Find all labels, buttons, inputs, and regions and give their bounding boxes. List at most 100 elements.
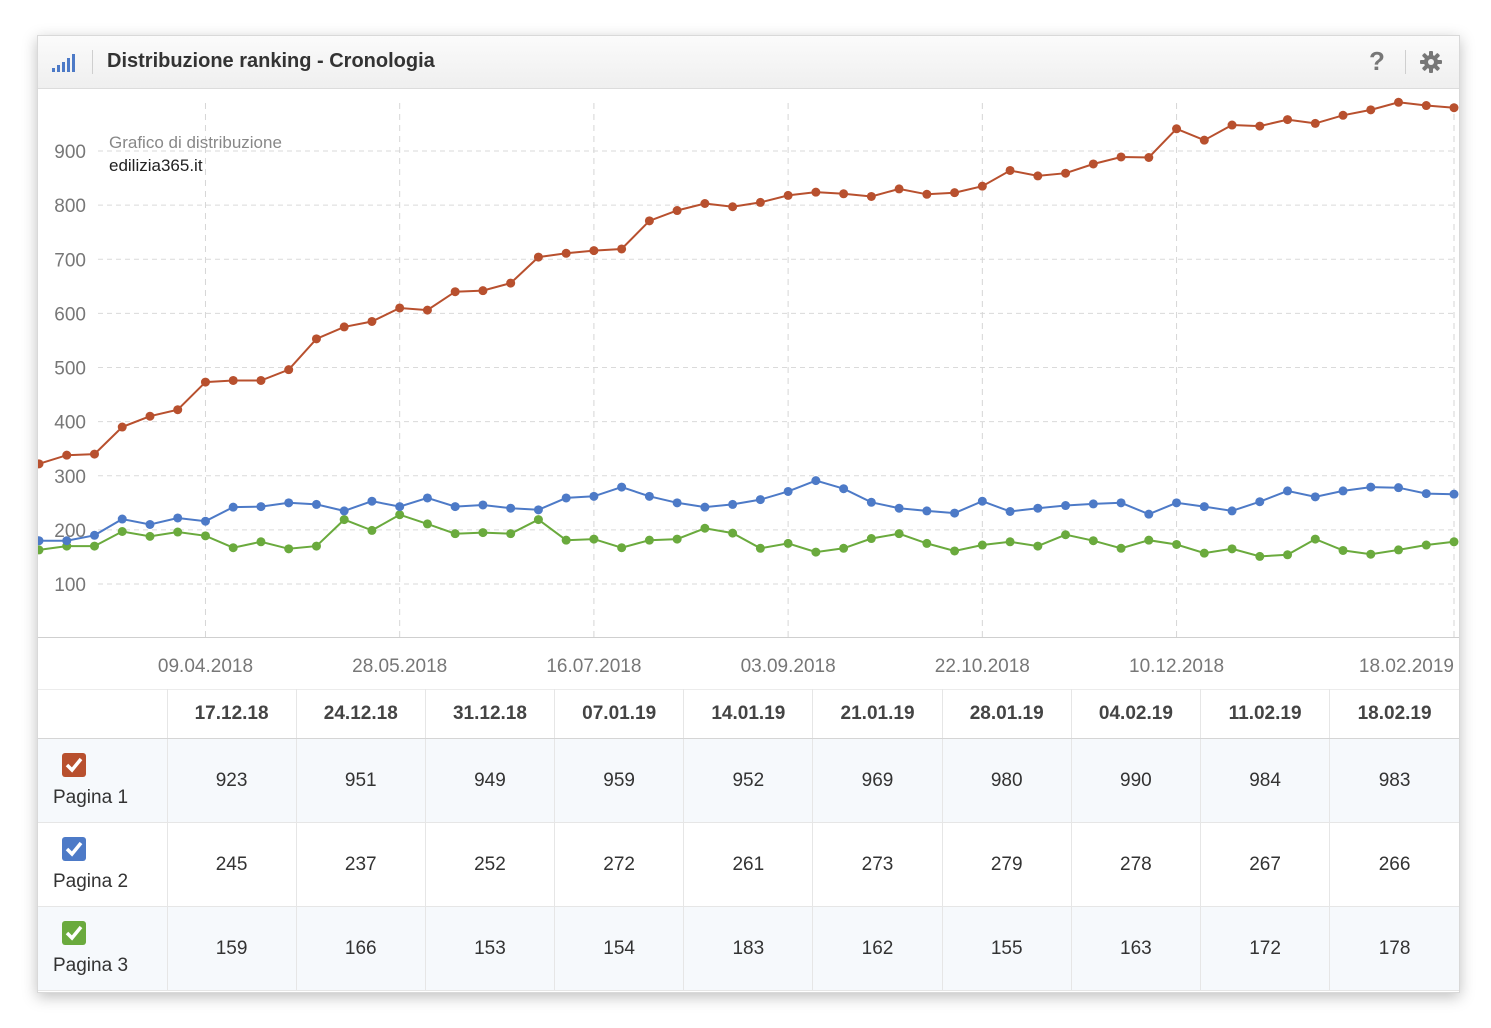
data-point (1421, 489, 1431, 499)
data-point (1116, 498, 1126, 508)
data-point (256, 502, 266, 512)
data-point (1172, 498, 1182, 508)
table-cell: 245 (167, 822, 297, 907)
checkbox-pagina-3[interactable] (62, 921, 86, 945)
ranking-chart: 100 200 300 400 500 600 700 800 900 09.04.2018 28.… (38, 89, 1459, 689)
data-point (284, 544, 294, 554)
table-cell: 279 (942, 822, 1072, 907)
widget-header: Distribuzione ranking - Cronologia ? (38, 36, 1459, 89)
data-point (89, 449, 99, 459)
bar-signal-icon (52, 54, 75, 72)
data-point (533, 252, 543, 262)
data-point (617, 244, 627, 254)
row-label: Pagina 1 (53, 787, 129, 808)
data-point (589, 491, 599, 501)
checkbox-pagina-1[interactable] (62, 753, 86, 777)
y-tick-label: 500 (54, 359, 86, 380)
data-point (117, 422, 127, 432)
data-point (200, 531, 210, 541)
table-cell: 261 (683, 822, 814, 907)
data-point (506, 529, 516, 539)
table-cell: 273 (812, 822, 943, 907)
data-point (755, 495, 765, 505)
table-cell: 237 (296, 822, 426, 907)
data-point (672, 498, 682, 508)
y-tick-label: 800 (54, 196, 86, 217)
data-point (339, 322, 349, 332)
data-point (839, 484, 849, 494)
table-header-date: 21.01.19 (812, 689, 943, 739)
data-point (200, 516, 210, 526)
table-header-row: 17.12.18 24.12.18 31.12.18 07.01.19 14.0… (38, 689, 1459, 739)
table-cell: 153 (425, 906, 556, 991)
data-point (755, 543, 765, 553)
data-point (450, 287, 460, 297)
data-point (1394, 97, 1404, 107)
data-point (1366, 482, 1376, 492)
data-point (811, 476, 821, 486)
data-point (1338, 110, 1348, 120)
data-point (1088, 499, 1098, 509)
data-point (811, 187, 821, 197)
data-point (1421, 101, 1431, 111)
table-cell: 155 (942, 906, 1072, 991)
checkmark-icon (65, 925, 83, 941)
row-label: Pagina 2 (53, 871, 129, 892)
data-point (339, 506, 349, 516)
row-label: Pagina 3 (53, 955, 129, 976)
checkmark-icon (65, 757, 83, 773)
data-point (1172, 124, 1182, 134)
y-tick-label: 400 (54, 413, 86, 434)
data-point (1144, 509, 1154, 519)
data-point (256, 375, 266, 385)
widget-title: Distribuzione ranking - Cronologia (107, 50, 435, 72)
table-cell: 183 (683, 906, 814, 991)
data-point (1116, 543, 1126, 553)
data-point (1033, 171, 1043, 181)
table-cell: 969 (812, 738, 943, 823)
data-point (1199, 135, 1209, 145)
data-point (506, 503, 516, 513)
data-point (38, 545, 44, 555)
data-point (1255, 121, 1265, 131)
table-header-date: 11.02.19 (1200, 689, 1331, 739)
data-point (450, 529, 460, 539)
data-point (1366, 549, 1376, 559)
data-point (200, 377, 210, 387)
data-point (922, 189, 932, 199)
ranking-widget: Distribuzione ranking - Cronologia ? 100… (37, 35, 1460, 993)
data-point (62, 450, 72, 460)
data-point (617, 543, 627, 553)
table-cell: 923 (167, 738, 297, 823)
table-cell: 959 (554, 738, 685, 823)
data-point (173, 513, 183, 523)
data-point (1227, 544, 1237, 554)
x-tick-label: 28.05.2018 (352, 656, 447, 677)
y-tick-label: 600 (54, 304, 86, 325)
data-point (866, 497, 876, 507)
data-point (644, 535, 654, 545)
data-point (228, 502, 238, 512)
data-point (1199, 502, 1209, 512)
data-point (506, 278, 516, 288)
data-point (728, 202, 738, 212)
data-point (117, 514, 127, 524)
checkbox-pagina-2[interactable] (62, 837, 86, 861)
y-tick-label: 200 (54, 521, 86, 542)
data-point (672, 534, 682, 544)
gear-icon[interactable] (1420, 51, 1442, 73)
table-cell: 266 (1329, 822, 1459, 907)
chart-svg: 100 200 300 400 500 600 700 800 900 09.04.2018 28.… (38, 97, 1459, 677)
table-cell: 952 (683, 738, 814, 823)
data-point (1033, 541, 1043, 551)
table-cell: 984 (1200, 738, 1331, 823)
question-icon[interactable]: ? (1369, 46, 1385, 76)
data-point (922, 506, 932, 516)
table-header-date: 14.01.19 (683, 689, 814, 739)
data-point (1283, 486, 1293, 496)
data-point (783, 486, 793, 496)
data-point (89, 541, 99, 551)
data-point (62, 536, 72, 546)
data-point (1227, 120, 1237, 130)
table-cell: 983 (1329, 738, 1459, 823)
